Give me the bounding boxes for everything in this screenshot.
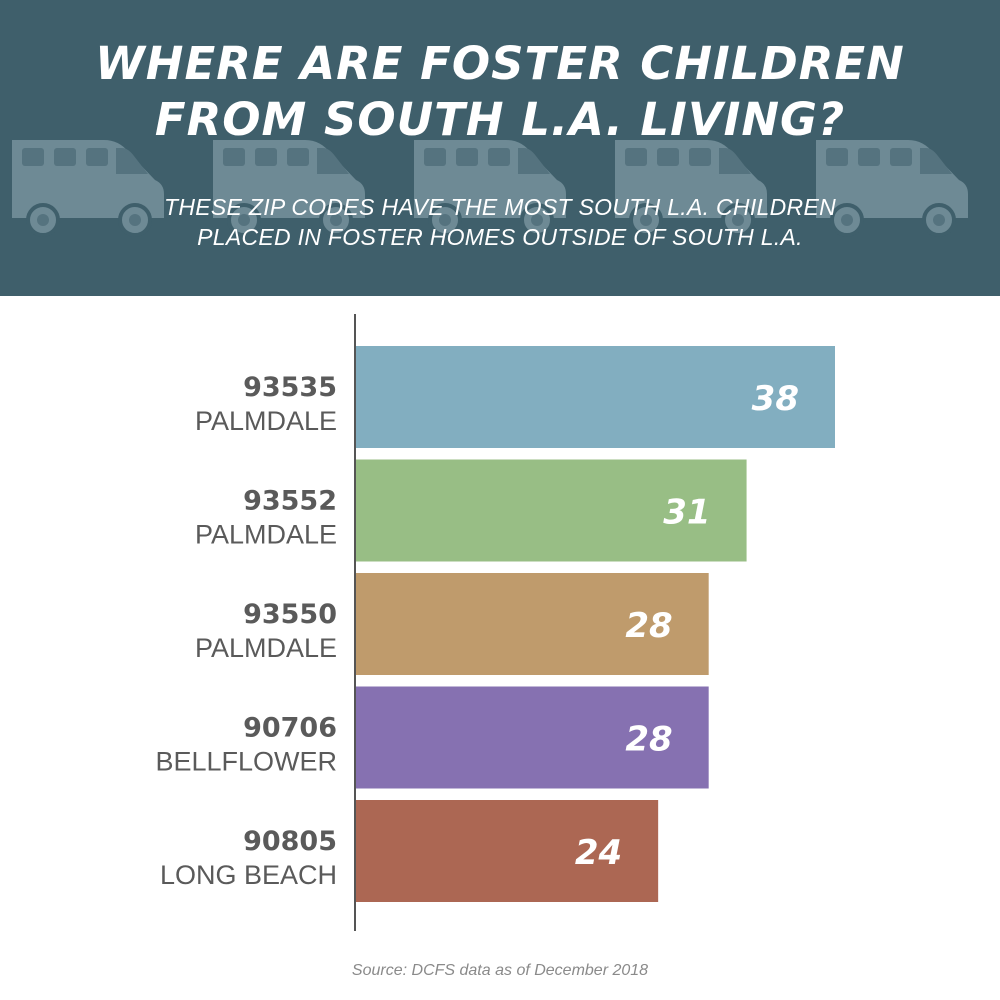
category-zip-label: 90805	[243, 826, 337, 857]
category-city-label: BELLFLOWER	[155, 747, 337, 777]
category-zip-label: 93535	[243, 372, 337, 403]
bar	[355, 573, 709, 675]
bar-value-label: 31	[663, 493, 710, 533]
bar-value-label: 28	[625, 720, 672, 760]
category-zip-label: 90706	[243, 713, 337, 744]
bar-value-label: 24	[575, 833, 622, 873]
category-city-label: PALMDALE	[195, 406, 337, 436]
bar-value-label: 28	[625, 606, 672, 646]
category-city-label: LONG BEACH	[160, 860, 337, 890]
bar	[355, 800, 659, 902]
category-zip-label: 93550	[243, 599, 337, 630]
subtitle-line-2: PLACED IN FOSTER HOMES OUTSIDE OF SOUTH …	[197, 224, 803, 250]
category-city-label: PALMDALE	[195, 520, 337, 550]
bar	[355, 686, 709, 789]
header-banner: WHERE ARE FOSTER CHILDREN FROM SOUTH L.A…	[0, 0, 1000, 296]
bar	[355, 459, 747, 562]
category-city-label: PALMDALE	[195, 633, 337, 663]
source-note: Source: DCFS data as of December 2018	[351, 962, 649, 979]
title-line-2: FROM SOUTH L.A. LIVING?	[154, 93, 846, 146]
bar-chart-svg: 3893535PALMDALE3193552PALMDALE2893550PAL…	[155, 314, 835, 931]
page-title: WHERE ARE FOSTER CHILDREN FROM SOUTH L.A…	[0, 36, 1000, 148]
bar-value-label: 38	[752, 379, 799, 419]
category-zip-label: 93552	[243, 486, 337, 517]
bar	[355, 346, 835, 448]
subtitle-line-1: THESE ZIP CODES HAVE THE MOST SOUTH L.A.…	[163, 194, 836, 220]
bar-chart: 38 93535 PALMDALE 31 93552 PALMDALE 28 93550 PAL…	[0, 296, 1000, 1000]
page-subtitle: THESE ZIP CODES HAVE THE MOST SOUTH L.A.…	[0, 192, 1000, 252]
title-line-1: WHERE ARE FOSTER CHILDREN	[95, 37, 905, 90]
